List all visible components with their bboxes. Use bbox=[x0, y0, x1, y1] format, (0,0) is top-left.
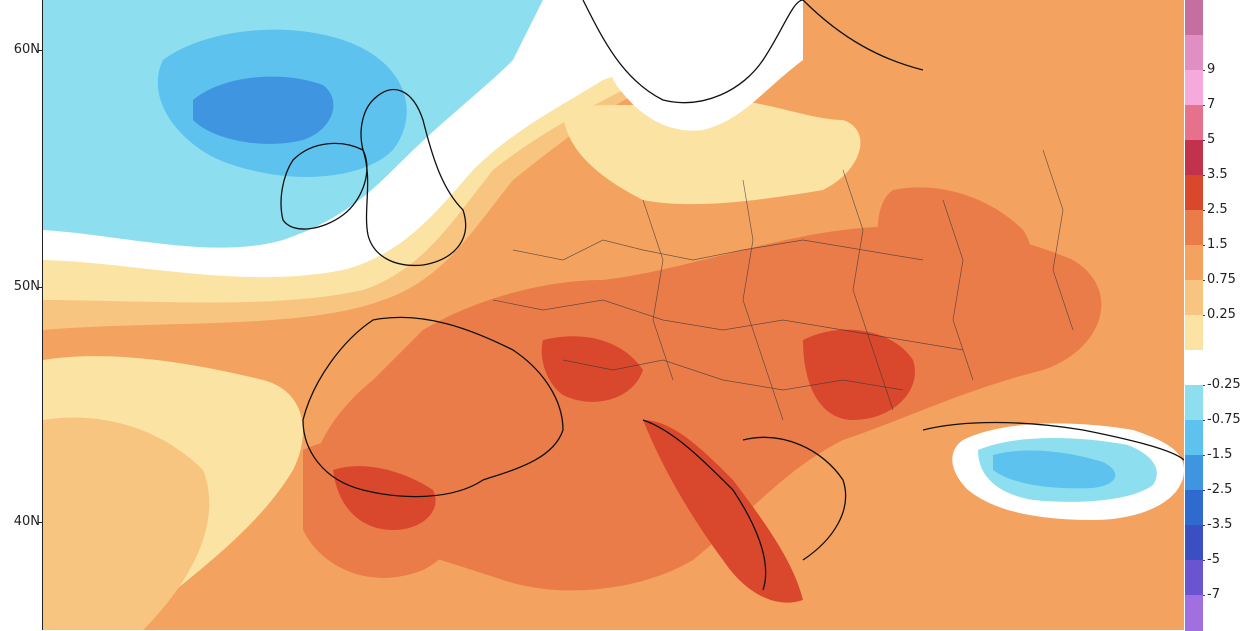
legend-label: -0.75 bbox=[1207, 412, 1241, 427]
pale-north-europe-field bbox=[563, 97, 861, 205]
latitude-label-40n: 40N bbox=[13, 514, 40, 529]
legend-swatch bbox=[1185, 210, 1203, 246]
legend-label: 2.5 bbox=[1207, 202, 1228, 217]
legend-label: 0.25 bbox=[1207, 307, 1236, 322]
latitude-tick-60n bbox=[38, 50, 43, 51]
coldest-atlantic-field bbox=[193, 76, 334, 144]
warm-east-field bbox=[877, 187, 1033, 313]
legend-swatch bbox=[1185, 175, 1203, 211]
legend-swatch bbox=[1185, 525, 1203, 561]
legend-swatch bbox=[1185, 595, 1203, 631]
legend-label: -0.25 bbox=[1207, 377, 1241, 392]
legend-swatch bbox=[1185, 455, 1203, 491]
strong-italy-core bbox=[643, 420, 803, 603]
latitude-label-50n: 50N bbox=[13, 279, 40, 294]
legend-swatch bbox=[1185, 420, 1203, 456]
legend-label: 3.5 bbox=[1207, 167, 1228, 182]
legend-swatch bbox=[1185, 70, 1203, 106]
legend-label: 7 bbox=[1207, 97, 1216, 112]
legend-swatch bbox=[1185, 560, 1203, 596]
legend-swatch bbox=[1185, 315, 1203, 351]
legend-label: -5 bbox=[1207, 552, 1220, 567]
map-canvas bbox=[43, 0, 1184, 630]
latitude-label-60n: 60N bbox=[13, 42, 40, 57]
admin-borders bbox=[492, 149, 1074, 421]
cooler-black-sea-core bbox=[993, 450, 1116, 489]
legend-label: -7 bbox=[1207, 587, 1220, 602]
latitude-tick-40n bbox=[38, 522, 43, 523]
legend-swatch bbox=[1185, 245, 1203, 281]
warm-central-europe-field bbox=[311, 226, 1102, 591]
strong-alpine-core bbox=[541, 336, 643, 402]
legend-label: 1.5 bbox=[1207, 237, 1228, 252]
strong-balkan-core bbox=[803, 329, 915, 420]
legend-swatch bbox=[1185, 140, 1203, 176]
color-legend: 9 7 5 3.5 2.5 1.5 0.75 0.25 -0.25 -0.75 -1.5 -2.5 -3… bbox=[1183, 0, 1250, 631]
legend-swatch bbox=[1185, 490, 1203, 526]
legend-label: 9 bbox=[1207, 62, 1216, 77]
legend-label: -3.5 bbox=[1207, 517, 1233, 532]
legend-swatch bbox=[1185, 0, 1203, 36]
legend-swatch bbox=[1185, 280, 1203, 316]
latitude-tick-50n bbox=[38, 287, 43, 288]
legend-label: -1.5 bbox=[1207, 447, 1233, 462]
neutral-scandinavia-field bbox=[603, 0, 803, 131]
anomaly-map bbox=[42, 0, 1184, 630]
coastlines bbox=[280, 0, 1184, 591]
legend-label: -2.5 bbox=[1207, 482, 1233, 497]
legend-swatch bbox=[1185, 105, 1203, 141]
mild-west-field bbox=[43, 417, 210, 630]
strong-iberia-core bbox=[333, 466, 436, 530]
legend-swatch bbox=[1185, 385, 1203, 421]
legend-label: 5 bbox=[1207, 132, 1216, 147]
legend-swatch bbox=[1185, 350, 1203, 386]
legend-swatch bbox=[1185, 35, 1203, 71]
legend-label: 0.75 bbox=[1207, 272, 1236, 287]
